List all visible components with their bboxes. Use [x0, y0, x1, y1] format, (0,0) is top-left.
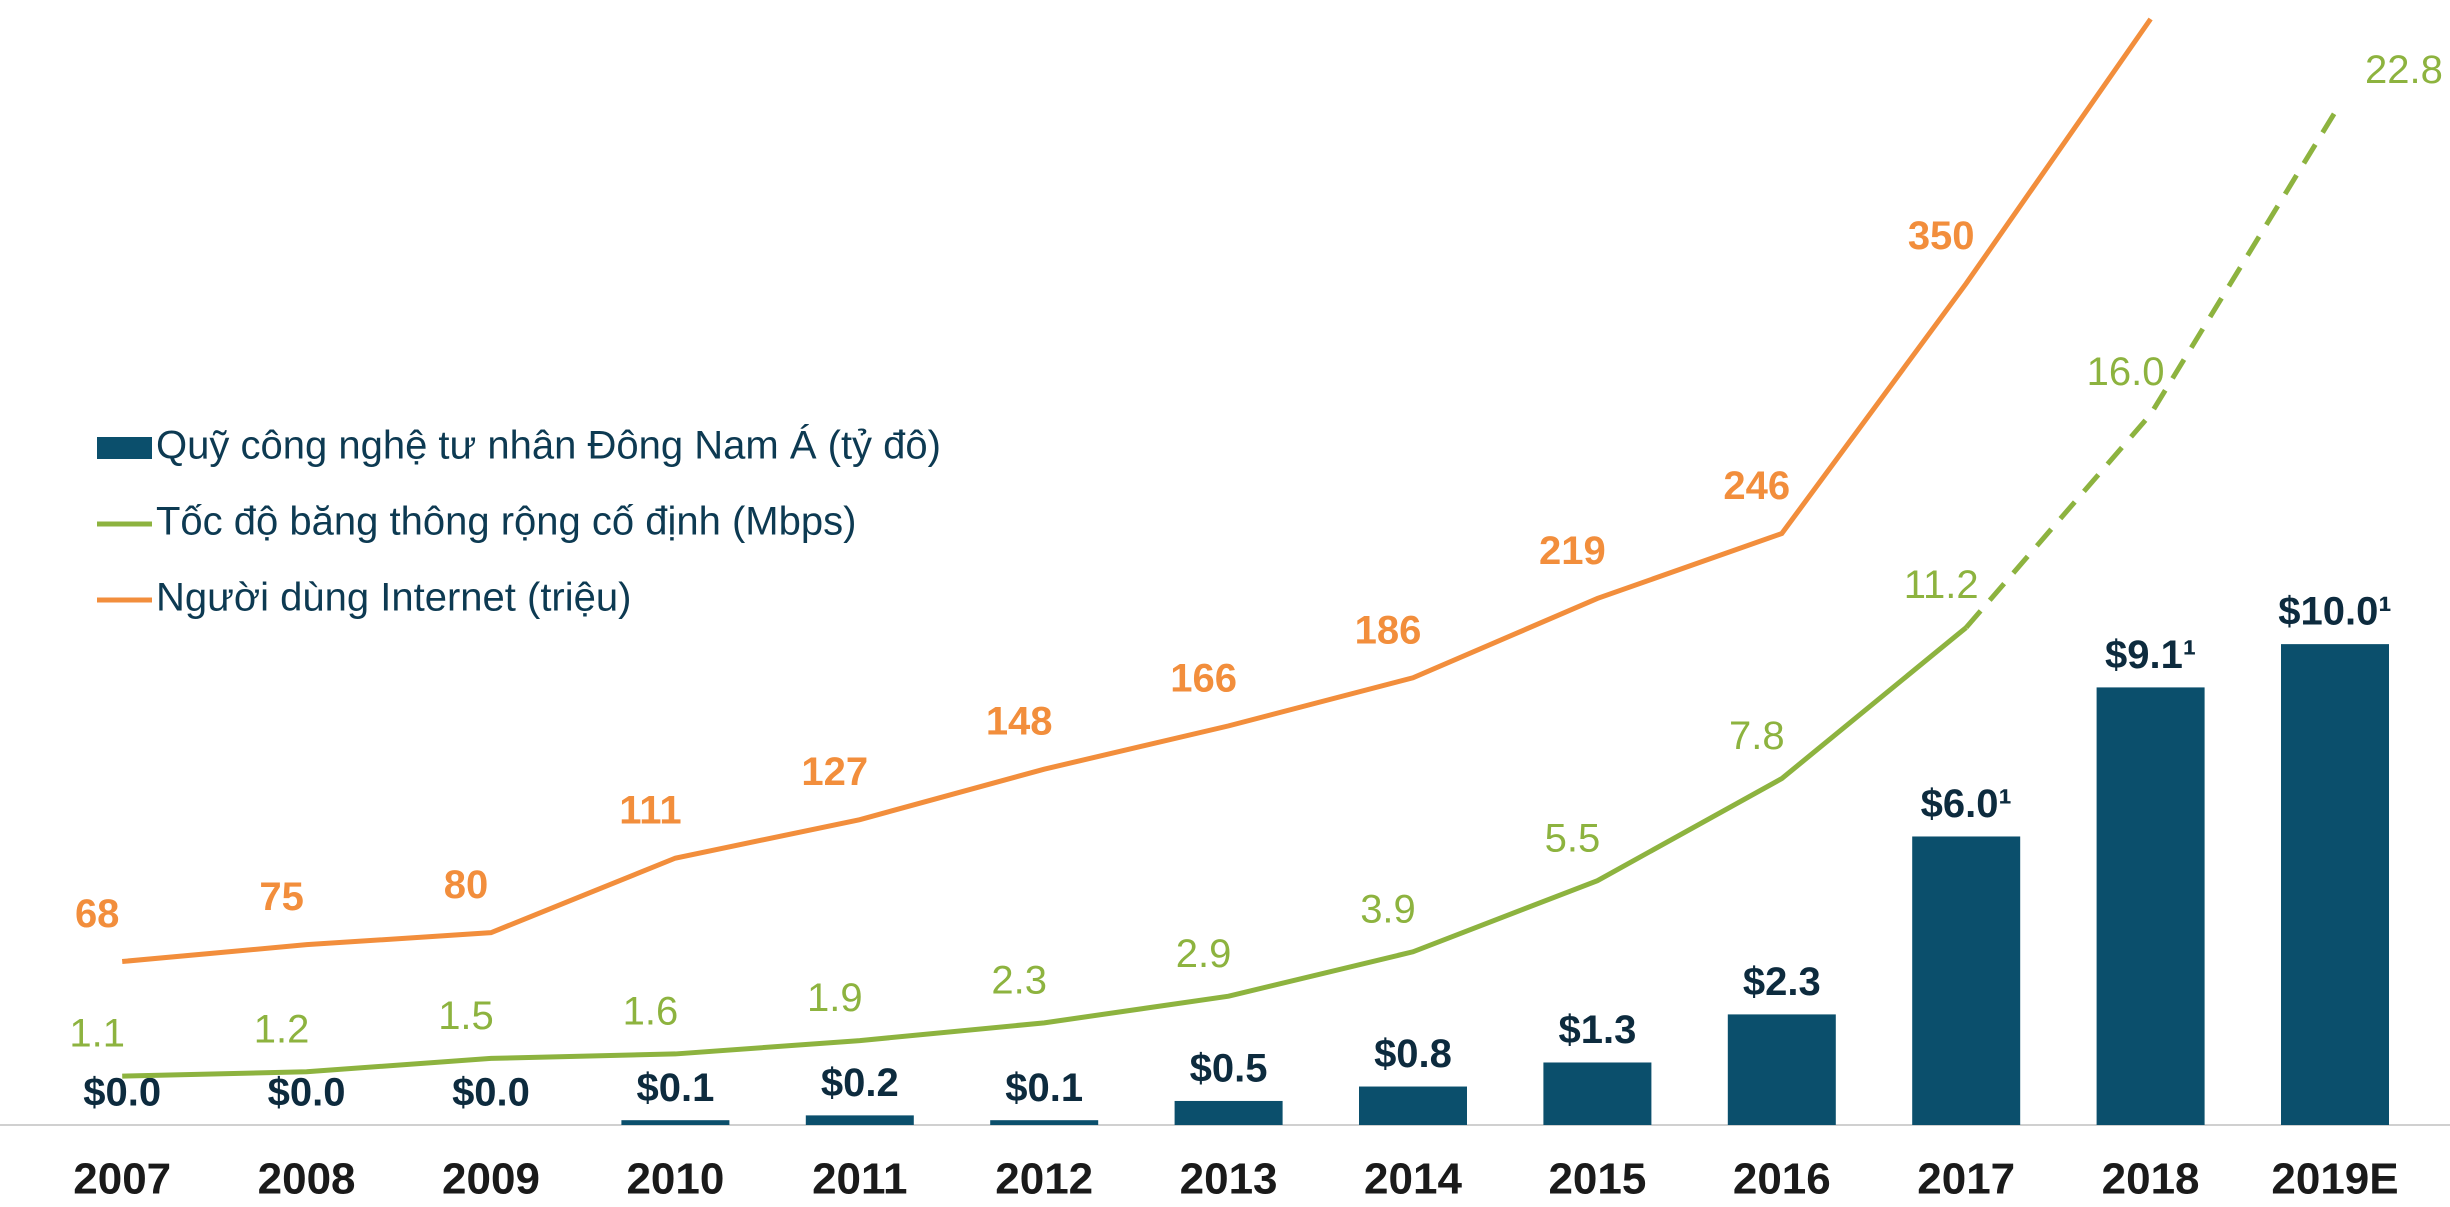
line-dashed — [1964, 110, 2338, 630]
line-value-label: 1.2 — [254, 1007, 310, 1051]
x-tick-label: 2010 — [626, 1155, 724, 1204]
legend-label: Người dùng Internet (triệu) — [156, 576, 631, 620]
line-value-label: 3.9 — [1360, 887, 1416, 931]
x-tick-label: 2014 — [1364, 1155, 1462, 1204]
bar-value-label: $10.0¹ — [2278, 590, 2391, 634]
line-value-label: 246 — [1723, 464, 1790, 508]
line-value-label: 2.9 — [1176, 932, 1232, 976]
bar-value-label: $6.0¹ — [1921, 782, 2012, 826]
line-value-label: 75 — [259, 875, 304, 919]
line-value-label: 148 — [986, 700, 1053, 744]
x-tick-label: 2012 — [995, 1155, 1093, 1204]
bar — [1912, 836, 2021, 1125]
bar-value-label: $0.1 — [636, 1066, 714, 1110]
line-value-label: 80 — [444, 863, 489, 907]
line-value-label: 350 — [1908, 214, 1975, 258]
line-value-label: 1.9 — [807, 976, 863, 1020]
line-value-label: 2.3 — [991, 958, 1047, 1002]
line-value-label: 1.5 — [438, 994, 494, 1038]
line-value-label: 22.8 — [2365, 48, 2443, 92]
line-value-label: 127 — [801, 750, 868, 794]
bar-value-label: $0.0 — [452, 1071, 530, 1115]
x-tick-label: 2008 — [258, 1155, 356, 1204]
legend-label: Tốc độ băng thông rộng cố định (Mbps) — [156, 500, 856, 544]
bar — [1174, 1100, 1283, 1125]
legend-label: Quỹ công nghệ tư nhân Đông Nam Á (tỷ đô) — [156, 423, 941, 468]
line — [122, 625, 1968, 1079]
bar — [1359, 1086, 1467, 1125]
bar-value-label: $0.0 — [268, 1071, 346, 1115]
line-value-label: 166 — [1170, 656, 1237, 700]
bar — [805, 1115, 914, 1125]
line-value-label: 11.2 — [1904, 563, 1979, 607]
line-value-label: 219 — [1539, 529, 1606, 573]
bar-value-label: $0.5 — [1190, 1047, 1268, 1091]
x-tick-label: 2007 — [73, 1155, 171, 1204]
bar — [990, 1120, 1099, 1125]
x-tick-label: 2017 — [1917, 1155, 2015, 1204]
x-tick-label: 2009 — [442, 1155, 540, 1204]
line-value-label: 68 — [75, 892, 120, 936]
line-value-label: 7.8 — [1729, 714, 1785, 758]
line-value-label: 1.6 — [623, 989, 679, 1033]
line-value-label: 16.0 — [2087, 350, 2165, 394]
line-value-label: 186 — [1355, 608, 1422, 652]
bar — [621, 1120, 730, 1125]
line — [121, 17, 2153, 964]
bar-value-label: $9.1¹ — [2105, 633, 2196, 677]
line-value-label: 1.1 — [69, 1012, 125, 1056]
bar — [2281, 644, 2389, 1125]
x-tick-label: 2018 — [2102, 1155, 2200, 1204]
x-tick-label: 2019E — [2271, 1155, 2398, 1204]
bar-value-label: $0.8 — [1374, 1032, 1452, 1076]
legend-swatch — [97, 437, 152, 459]
x-tick-label: 2011 — [812, 1155, 907, 1204]
x-tick-label: 2015 — [1548, 1155, 1646, 1204]
bar-value-label: $0.1 — [1005, 1066, 1083, 1110]
bar — [1727, 1014, 1836, 1125]
x-tick-label: 2013 — [1180, 1155, 1278, 1204]
bar-value-label: $0.2 — [821, 1061, 899, 1105]
bar — [2096, 687, 2205, 1125]
line-value-label: 111 — [619, 789, 681, 833]
bar — [1543, 1062, 1652, 1125]
bar-value-label: $1.3 — [1558, 1008, 1636, 1052]
x-tick-label: 2016 — [1733, 1155, 1831, 1204]
line-value-label: 5.5 — [1545, 816, 1601, 860]
bar-value-label: $2.3 — [1743, 960, 1821, 1004]
